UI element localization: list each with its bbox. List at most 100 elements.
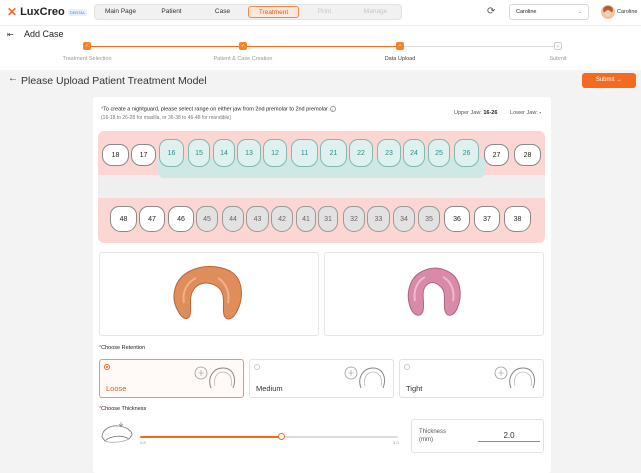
tooth-15[interactable]: 15 <box>188 139 210 167</box>
tooth-47[interactable]: 47 <box>139 206 165 232</box>
tooth-35[interactable]: 35 <box>418 206 440 232</box>
tooth-33[interactable]: 33 <box>367 206 390 232</box>
thickness-input[interactable] <box>478 429 540 442</box>
tooth-23[interactable]: 23 <box>377 139 401 167</box>
chevron-down-icon: ⌄ <box>577 9 582 15</box>
tooth-32[interactable]: 32 <box>343 206 365 232</box>
avatar-name: Caroline <box>617 9 638 15</box>
tooth-42[interactable]: 42 <box>271 206 293 232</box>
nav-treatment[interactable]: Treatment <box>248 6 300 18</box>
logo[interactable]: ✕ LuxCreo DENTAL <box>7 5 88 19</box>
page-title: Please Upload Patient Treatment Model <box>21 75 207 87</box>
thickness-field-box: Thickness (mm) <box>411 419 544 453</box>
slider-max-label: 3.0 <box>393 440 399 445</box>
tooth-31[interactable]: 31 <box>318 206 338 232</box>
nav-main-page[interactable]: Main Page <box>104 8 137 15</box>
tooth-16[interactable]: 16 <box>159 139 184 167</box>
teeth-instruction: *To create a nightguard, please select r… <box>101 106 336 112</box>
title-bar: ← Please Upload Patient Treatment Model … <box>0 70 641 92</box>
tooth-26[interactable]: 26 <box>454 139 479 167</box>
step-1-label[interactable]: Treatment Selection <box>62 56 112 62</box>
retention-medium-option[interactable]: Medium <box>249 359 394 398</box>
logo-x-icon: ✕ <box>7 5 18 19</box>
tooth-17[interactable]: 17 <box>131 144 156 166</box>
tooth-36[interactable]: 36 <box>444 206 470 232</box>
retention-tight-label: Tight <box>406 384 423 393</box>
tooth-chart: 18 17 16 15 14 13 12 11 21 22 23 24 25 26 27 28 48 47 46 45… <box>98 131 545 243</box>
subheader: ⇤ Add Case ✓ ✓ • + Treatment Selection P… <box>0 26 641 70</box>
step-4-label[interactable]: Submit <box>549 56 567 62</box>
lower-jaw-info: Lower Jaw: - <box>510 110 542 116</box>
tooth-38[interactable]: 38 <box>504 206 531 232</box>
tooth-34[interactable]: 34 <box>393 206 415 232</box>
subheader-title: Add Case <box>24 29 64 39</box>
tooth-48[interactable]: 48 <box>110 206 137 232</box>
top-bar: ✕ LuxCreo DENTAL Main Page Patient Case … <box>0 0 641 26</box>
tooth-13[interactable]: 13 <box>237 139 261 167</box>
step-3-dot-icon: • <box>396 42 404 50</box>
nav-case[interactable]: Case <box>214 8 231 15</box>
upper-model-icon <box>173 266 242 320</box>
tooth-21[interactable]: 21 <box>320 139 347 167</box>
thickness-field-label: Thickness (mm) <box>419 429 447 443</box>
avatar[interactable] <box>601 5 615 19</box>
teeth-hint: (16-18 to 26-28 for maxilla, or 36-38 to… <box>101 115 232 121</box>
tooth-18[interactable]: 18 <box>102 144 129 166</box>
retention-loose-icon <box>194 366 236 389</box>
tooth-24[interactable]: 24 <box>403 139 425 167</box>
step-2-label[interactable]: Patient & Case Creation <box>213 56 273 62</box>
retention-tight-icon <box>494 366 536 389</box>
tooth-28[interactable]: 28 <box>514 144 541 166</box>
nav-print[interactable]: Print <box>317 8 332 15</box>
nav-manage[interactable]: Manage <box>363 8 388 15</box>
radio-loose[interactable] <box>104 364 110 370</box>
slider-min-label: 0.8 <box>140 440 146 445</box>
retention-label: *Choose Retention <box>99 345 146 351</box>
tooth-45[interactable]: 45 <box>196 206 218 232</box>
exit-icon[interactable]: ⇤ <box>7 30 14 39</box>
step-3-label[interactable]: Data Upload <box>384 56 416 62</box>
user-select[interactable]: Caroline ⌄ <box>509 4 589 20</box>
tooth-22[interactable]: 22 <box>349 139 373 167</box>
tooth-43[interactable]: 43 <box>246 206 269 232</box>
nav-patient[interactable]: Patient <box>161 8 182 15</box>
retention-loose-label: Loose <box>106 384 127 393</box>
submit-button[interactable]: Submit → <box>582 73 636 88</box>
nightguard-thickness-icon <box>101 422 133 443</box>
step-2-check-icon: ✓ <box>239 42 247 50</box>
upper-model-preview[interactable] <box>99 252 319 336</box>
tooth-25[interactable]: 25 <box>428 139 450 167</box>
thickness-slider[interactable] <box>140 433 398 440</box>
main-nav: Main Page Patient Case Treatment Print M… <box>94 4 402 20</box>
tooth-41[interactable]: 41 <box>296 206 316 232</box>
retention-medium-label: Medium <box>256 384 283 393</box>
tooth-12[interactable]: 12 <box>263 139 287 167</box>
user-select-value: Caroline <box>516 9 537 15</box>
info-icon[interactable]: i <box>329 106 336 112</box>
chart-midband <box>98 175 545 198</box>
lower-model-icon <box>407 267 461 316</box>
step-4-dot-icon: + <box>554 42 562 50</box>
logo-badge: DENTAL <box>67 8 88 16</box>
thickness-label: *Choose Thickness <box>99 406 147 412</box>
tooth-14[interactable]: 14 <box>213 139 235 167</box>
retention-tight-option[interactable]: Tight <box>399 359 544 398</box>
tooth-46[interactable]: 46 <box>168 206 194 232</box>
main-card: *To create a nightguard, please select r… <box>93 97 551 473</box>
lower-model-preview[interactable] <box>324 252 544 336</box>
tooth-11[interactable]: 11 <box>291 139 318 167</box>
tooth-37[interactable]: 37 <box>474 206 500 232</box>
thickness-slider-fill <box>140 436 281 438</box>
tooth-44[interactable]: 44 <box>222 206 244 232</box>
retention-medium-icon <box>344 366 386 389</box>
upper-jaw-info: Upper Jaw: 16-26 <box>454 110 498 116</box>
radio-tight[interactable] <box>404 364 410 370</box>
thickness-slider-thumb[interactable] <box>277 433 285 440</box>
step-1-check-icon: ✓ <box>83 42 91 50</box>
radio-medium[interactable] <box>254 364 260 370</box>
refresh-icon[interactable]: ⟳ <box>487 6 496 17</box>
back-arrow-icon[interactable]: ← <box>8 73 18 84</box>
logo-text: LuxCreo <box>20 6 65 18</box>
retention-loose-option[interactable]: Loose <box>99 359 244 398</box>
tooth-27[interactable]: 27 <box>484 144 509 166</box>
